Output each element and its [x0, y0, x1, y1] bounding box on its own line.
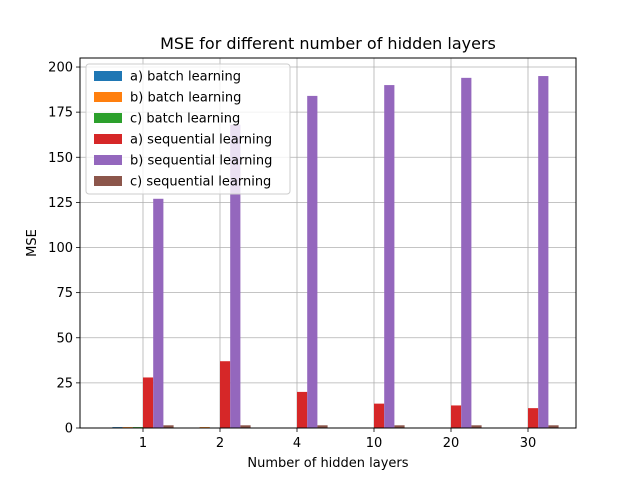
y-tick-label: 100: [48, 241, 73, 256]
bars: [112, 76, 559, 429]
bar: [220, 361, 231, 428]
bar: [240, 425, 251, 428]
y-tick-label: 50: [56, 331, 73, 346]
bar: [317, 425, 328, 428]
y-axis-ticks: 0 25 50 75 100 125 150 175 200: [48, 61, 80, 437]
bar: [163, 425, 174, 428]
y-tick-label: 150: [48, 151, 73, 166]
x-tick-label: 30: [520, 436, 537, 451]
y-tick-label: 125: [48, 196, 73, 211]
legend-entry: c) sequential learning: [130, 175, 271, 190]
bar: [548, 425, 559, 428]
legend-swatch: [94, 113, 122, 123]
x-tick-label: 2: [216, 436, 224, 451]
legend: a) batch learning b) batch learning c) bat…: [85, 63, 291, 195]
y-tick-label: 25: [56, 376, 73, 391]
x-axis-label: Number of hidden layers: [247, 456, 408, 471]
bar: [297, 391, 308, 428]
x-axis-ticks: 1 2 4 10 20 30: [139, 428, 536, 451]
legend-swatch: [94, 71, 122, 81]
bar: [307, 95, 318, 428]
bar: [153, 198, 164, 428]
bar: [394, 425, 405, 428]
legend-entry: b) sequential learning: [130, 154, 272, 169]
x-tick-label: 4: [293, 436, 301, 451]
legend-swatch: [94, 92, 122, 102]
plot-frame: [79, 57, 577, 429]
bar: [528, 408, 539, 428]
legend-entry: a) batch learning: [130, 70, 241, 85]
y-tick-label: 75: [56, 286, 73, 301]
bar: [471, 425, 482, 428]
x-tick-label: 10: [366, 436, 383, 451]
bar: [538, 76, 549, 429]
bar: [461, 77, 472, 428]
y-tick-label: 0: [65, 422, 73, 437]
y-axis-label: MSE: [25, 229, 40, 257]
y-tick-label: 175: [48, 106, 73, 121]
chart-title: MSE for different number of hidden layer…: [160, 34, 496, 53]
bar: [384, 85, 395, 428]
bar: [451, 405, 462, 428]
bar: [374, 403, 385, 428]
legend-entry: c) batch learning: [130, 112, 240, 127]
x-tick-label: 1: [139, 436, 147, 451]
legend-entry: a) sequential learning: [130, 133, 272, 148]
legend-entry: b) batch learning: [130, 91, 241, 106]
bar: [143, 377, 154, 428]
legend-box: [85, 63, 291, 195]
x-tick-label: 20: [443, 436, 460, 451]
legend-swatch: [94, 176, 122, 186]
bar: [230, 124, 241, 428]
legend-swatch: [94, 134, 122, 144]
legend-swatch: [94, 155, 122, 165]
y-tick-label: 200: [48, 61, 73, 76]
